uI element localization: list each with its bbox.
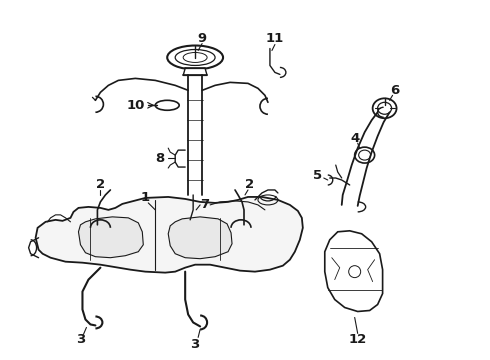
Text: 8: 8	[156, 152, 165, 165]
Polygon shape	[78, 217, 143, 258]
Polygon shape	[325, 231, 383, 311]
Text: 12: 12	[348, 333, 367, 346]
Polygon shape	[36, 197, 303, 273]
Text: 6: 6	[390, 84, 399, 97]
Text: 3: 3	[76, 333, 85, 346]
Text: 1: 1	[141, 192, 150, 204]
Polygon shape	[168, 217, 232, 259]
Text: 11: 11	[266, 32, 284, 45]
Polygon shape	[183, 68, 207, 75]
Text: 2: 2	[245, 179, 254, 192]
Text: 3: 3	[191, 338, 200, 351]
Text: 7: 7	[200, 198, 210, 211]
Text: 9: 9	[197, 32, 207, 45]
Text: 5: 5	[313, 168, 322, 181]
Text: 10: 10	[126, 99, 145, 112]
Text: 4: 4	[350, 132, 359, 145]
Text: 2: 2	[96, 179, 105, 192]
